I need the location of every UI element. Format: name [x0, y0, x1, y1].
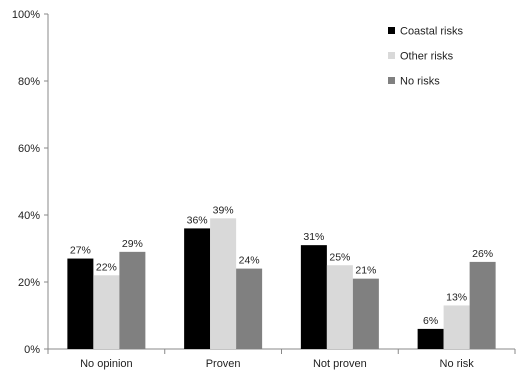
x-category-label: No risk	[440, 358, 475, 370]
legend: Coastal risks Other risks No risks	[388, 26, 463, 88]
data-label: 25%	[329, 251, 350, 263]
legend-label: No risks	[400, 76, 440, 88]
data-label: 26%	[472, 248, 493, 260]
bar	[326, 265, 353, 349]
y-axis: 0% 20% 40% 60% 80% 100%	[12, 9, 49, 356]
data-label: 22%	[96, 261, 117, 273]
bar	[469, 261, 496, 349]
x-category-label: Not proven	[313, 358, 367, 370]
data-label: 29%	[122, 238, 143, 250]
y-tick-label: 60%	[18, 143, 40, 155]
y-tick-label: 80%	[18, 76, 40, 88]
bar	[184, 228, 211, 349]
y-tick-label: 0%	[24, 344, 40, 356]
legend-label: Other risks	[400, 51, 454, 63]
legend-swatch	[388, 27, 395, 34]
data-label: 6%	[423, 315, 438, 327]
data-label: 21%	[355, 265, 376, 277]
data-label: 27%	[70, 245, 91, 257]
y-tick-label: 100%	[12, 9, 40, 21]
data-label: 36%	[187, 214, 208, 226]
bar	[67, 258, 94, 349]
y-tick-label: 40%	[18, 210, 40, 222]
legend-swatch	[388, 52, 395, 59]
bar	[352, 278, 379, 349]
bar	[119, 251, 146, 349]
data-label: 31%	[303, 231, 324, 243]
bar	[417, 328, 444, 349]
bar	[210, 218, 237, 349]
data-label: 39%	[213, 204, 234, 216]
data-labels: 27% 22% 29% 36% 39% 24% 31% 25% 21% 6% 13% 26%	[70, 204, 493, 327]
legend-swatch	[388, 77, 395, 84]
bars	[67, 218, 496, 349]
data-label: 24%	[239, 255, 260, 267]
x-axis: No opinion Proven Not proven No risk	[47, 348, 516, 370]
bar	[236, 268, 263, 349]
bar	[93, 275, 120, 349]
y-tick-label: 20%	[18, 277, 40, 289]
bar	[300, 245, 327, 349]
bar	[443, 305, 470, 349]
x-category-label: Proven	[206, 358, 241, 370]
legend-label: Coastal risks	[400, 26, 463, 38]
x-category-label: No opinion	[80, 358, 133, 370]
data-label: 13%	[446, 291, 467, 303]
